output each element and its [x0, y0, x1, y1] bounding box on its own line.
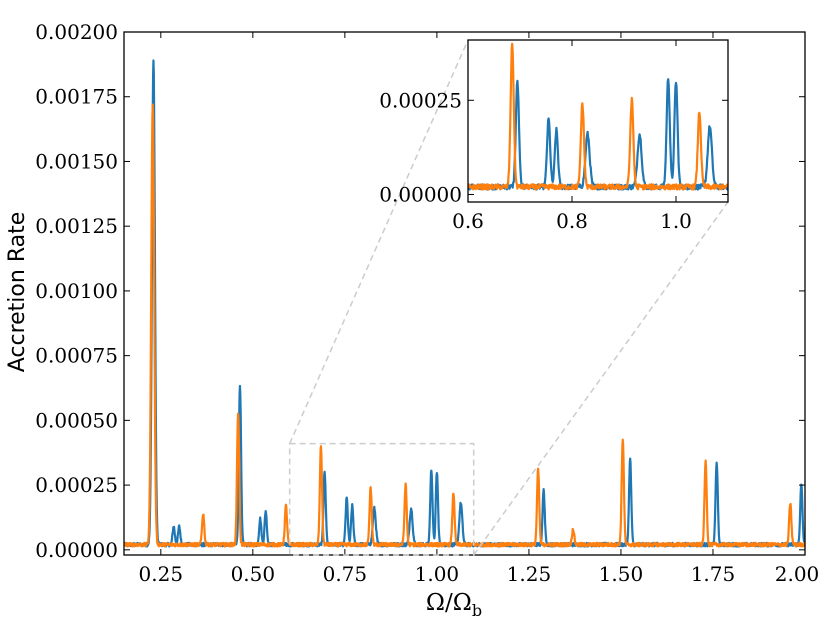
main-y-tick-label: 0.00100	[35, 279, 118, 303]
main-y-tick-label: 0.00025	[35, 473, 118, 497]
main-x-tick-label: 1.75	[691, 562, 736, 586]
main-y-tick-label: 0.00000	[35, 538, 118, 562]
main-y-tick-label: 0.00175	[35, 85, 118, 109]
main-x-tick-label: 1.25	[507, 562, 552, 586]
main-plot: 0.25 0.50 0.75 1.00 1.25 1.50 1.75 2.00 0.00000…	[35, 20, 819, 586]
inset-y-tick-label: 0.00025	[379, 88, 462, 112]
main-y-tick-label: 0.00075	[35, 344, 118, 368]
y-axis-label: Accretion Rate	[5, 212, 30, 373]
inset-series-line-2	[468, 42, 728, 191]
x-axis-label-main: Ω/Ω	[426, 590, 472, 616]
main-x-tick-label: 0.25	[139, 562, 184, 586]
main-x-tick-label: 2.00	[775, 562, 820, 586]
inset-background	[468, 40, 728, 202]
inset-x-tick-label: 1.0	[660, 209, 692, 233]
zoom-connector-right	[473, 201, 729, 556]
x-axis-label-subscript: b	[472, 601, 482, 620]
zoom-indicator	[288, 39, 729, 556]
zoom-rectangle	[288, 442, 475, 556]
main-x-tick-label: 0.50	[231, 562, 276, 586]
main-x-tick-label: 0.75	[323, 562, 368, 586]
inset-x-tick-label: 0.6	[452, 209, 484, 233]
main-y-ticks: 0.00000 0.00025 0.00050 0.00075 0.00100 0.001…	[35, 20, 805, 562]
main-x-tick-label: 1.00	[415, 562, 460, 586]
inset-axes-frame	[467, 39, 729, 203]
x-axis-label: Ω/Ωb	[426, 590, 482, 620]
inset-series-group	[468, 42, 728, 191]
main-series-group	[124, 59, 805, 548]
main-y-tick-label: 0.00200	[35, 20, 118, 44]
inset-x-tick-label: 0.8	[556, 209, 588, 233]
main-series-line-2	[124, 103, 805, 548]
inset-y-tick-label: 0.00000	[379, 182, 462, 206]
main-x-ticks: 0.25 0.50 0.75 1.00 1.25 1.50 1.75 2.00	[139, 32, 820, 586]
zoom-connector-left	[288, 39, 469, 444]
inset-y-ticks: 0.00000 0.00025	[379, 88, 728, 206]
main-y-tick-label: 0.00125	[35, 214, 118, 238]
inset-plot: 0.6 0.8 1.0 0.00000 0.00025	[379, 39, 729, 233]
main-y-tick-label: 0.00050	[35, 408, 118, 432]
inset-x-ticks: 0.6 0.8 1.0	[452, 40, 692, 233]
main-y-tick-label: 0.00150	[35, 149, 118, 173]
main-x-tick-label: 1.50	[599, 562, 644, 586]
